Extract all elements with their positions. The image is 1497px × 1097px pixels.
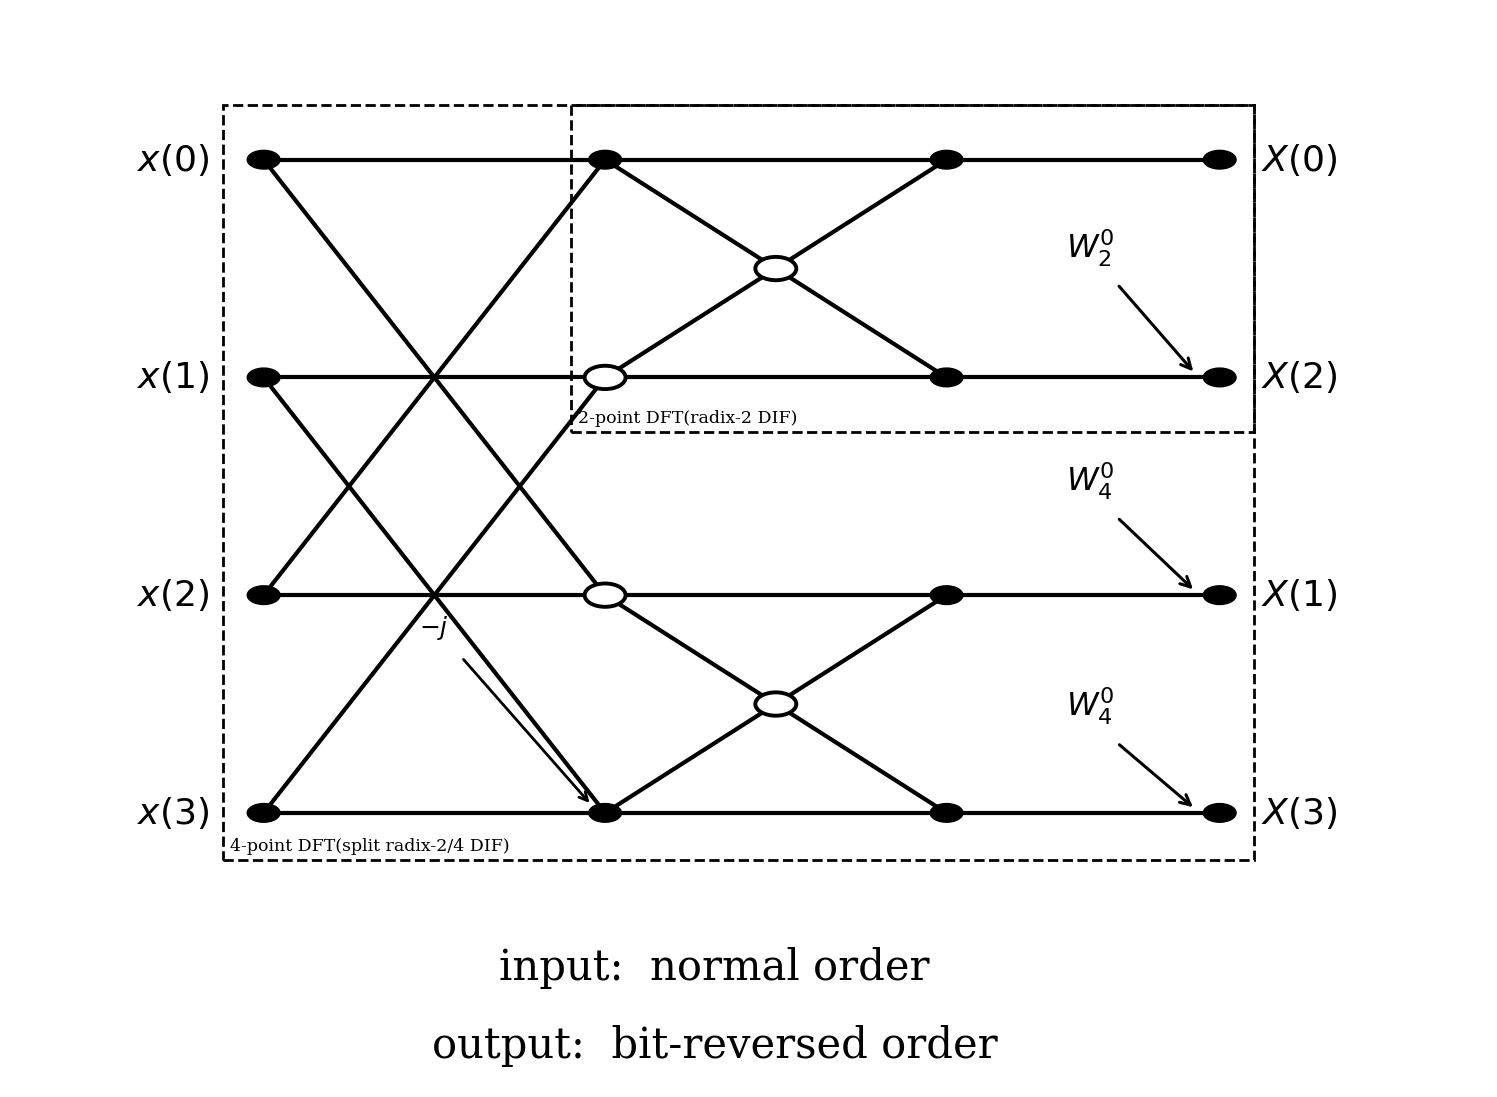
Circle shape — [1204, 369, 1237, 387]
Text: $x(3)$: $x(3)$ — [136, 795, 210, 830]
Circle shape — [756, 257, 796, 280]
Circle shape — [588, 150, 621, 169]
Text: $W_2^0$: $W_2^0$ — [1066, 227, 1114, 269]
Bar — [570, 105, 1254, 432]
Circle shape — [585, 365, 626, 389]
Circle shape — [588, 804, 621, 823]
Text: $W_4^0$: $W_4^0$ — [1066, 686, 1114, 727]
Text: output:  bit-reversed order: output: bit-reversed order — [431, 1026, 997, 1067]
Circle shape — [1204, 150, 1237, 169]
Text: $W_4^0$: $W_4^0$ — [1066, 460, 1114, 501]
Text: $X(3)$: $X(3)$ — [1260, 795, 1337, 830]
Text: $X(0)$: $X(0)$ — [1260, 142, 1337, 178]
Text: input:  normal order: input: normal order — [499, 948, 930, 989]
Text: $x(0)$: $x(0)$ — [136, 142, 210, 178]
Circle shape — [247, 804, 280, 823]
Text: $X(1)$: $X(1)$ — [1260, 577, 1337, 613]
Circle shape — [930, 150, 963, 169]
Circle shape — [930, 586, 963, 604]
Text: 2-point DFT(radix-2 DIF): 2-point DFT(radix-2 DIF) — [578, 410, 798, 427]
Circle shape — [1204, 586, 1237, 604]
Circle shape — [930, 804, 963, 823]
Circle shape — [585, 584, 626, 607]
Bar — [223, 105, 1254, 860]
Circle shape — [1204, 804, 1237, 823]
Circle shape — [930, 369, 963, 387]
Circle shape — [247, 369, 280, 387]
Text: $X(2)$: $X(2)$ — [1260, 360, 1337, 395]
Circle shape — [756, 692, 796, 715]
Text: $-j$: $-j$ — [419, 614, 449, 642]
Circle shape — [247, 150, 280, 169]
Text: $x(2)$: $x(2)$ — [136, 577, 210, 613]
Text: $x(1)$: $x(1)$ — [136, 360, 210, 395]
Circle shape — [247, 586, 280, 604]
Text: 4-point DFT(split radix-2/4 DIF): 4-point DFT(split radix-2/4 DIF) — [229, 838, 509, 855]
